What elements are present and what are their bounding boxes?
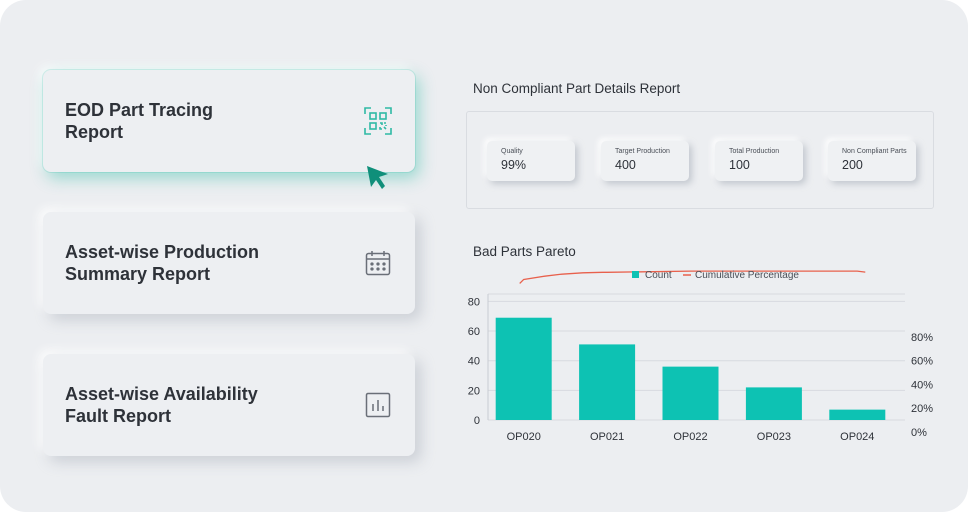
kpi-target-production: Target Production 400: [601, 141, 689, 181]
bar-chart-icon: [363, 390, 393, 420]
pareto-bar: [495, 317, 552, 420]
x-tick-label: OP024: [840, 431, 874, 443]
report-card-eod-part-tracing[interactable]: EOD Part Tracing Report: [43, 70, 415, 172]
pareto-bar: [829, 409, 886, 420]
report-card-title: Asset-wise Production Summary Report: [65, 242, 260, 284]
kpi-value: 100: [729, 158, 750, 172]
kpi-label: Quality: [501, 148, 523, 155]
legend-count-swatch: [632, 271, 639, 278]
y-left-tick-label: 60: [468, 326, 480, 338]
kpi-panel: Quality 99% Target Production 400 Total …: [466, 111, 934, 209]
pareto-bar: [745, 387, 802, 420]
y-right-tick-label: 20%: [911, 403, 933, 415]
y-left-tick-label: 40: [468, 356, 480, 368]
kpi-total-production: Total Production 100: [715, 141, 803, 181]
cumulative-line: [519, 270, 866, 284]
x-tick-label: OP021: [590, 431, 624, 443]
pareto-title: Bad Parts Pareto: [473, 244, 576, 259]
report-card-asset-production-summary[interactable]: Asset-wise Production Summary Report: [43, 212, 415, 314]
kpi-non-compliant-parts: Non Compliant Parts 200: [828, 141, 916, 181]
pareto-chart: 0 20 40 60 80 0% 20% 40% 60% 80% OP020 OP021 OP022 OP…: [468, 270, 933, 443]
report-card-title: EOD Part Tracing Report: [65, 100, 214, 142]
y-right-tick-label: 80%: [911, 332, 933, 344]
kpi-quality: Quality 99%: [487, 141, 575, 181]
y-left-tick-label: 20: [468, 385, 480, 397]
kpi-value: 200: [842, 158, 863, 172]
y-left-tick-label: 0: [474, 415, 480, 427]
y-right-tick-label: 40%: [911, 379, 933, 391]
legend-cumulative-label: Cumulative Percentage: [695, 270, 799, 281]
cursor-arrow-icon: [364, 164, 392, 192]
y-left-tick-label: 80: [468, 296, 480, 308]
legend-count-label: Count: [645, 270, 672, 281]
pareto-bar: [579, 344, 636, 420]
y-right-tick-label: 0%: [911, 427, 927, 439]
pareto-bar: [662, 366, 719, 420]
kpi-value: 99%: [501, 158, 527, 172]
non-compliant-title: Non Compliant Part Details Report: [473, 81, 681, 96]
x-tick-label: OP020: [507, 431, 541, 443]
qr-scan-icon: [363, 106, 393, 136]
kpi-label: Non Compliant Parts: [842, 148, 907, 155]
kpi-value: 400: [615, 158, 636, 172]
kpi-label: Target Production: [615, 148, 670, 155]
x-tick-label: OP023: [757, 431, 791, 443]
calendar-icon: [363, 248, 393, 278]
x-tick-label: OP022: [673, 431, 707, 443]
report-card-title: Asset-wise Availability Fault Report: [65, 384, 258, 426]
kpi-label: Total Production: [729, 148, 780, 155]
report-card-asset-availability-fault[interactable]: Asset-wise Availability Fault Report: [43, 354, 415, 456]
y-right-tick-label: 60%: [911, 356, 933, 368]
